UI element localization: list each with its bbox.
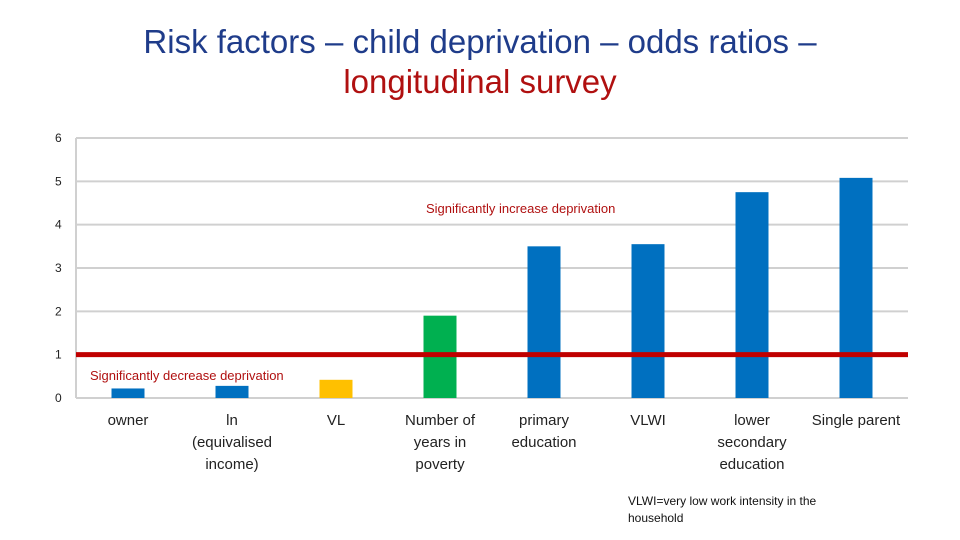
title-line-2: longitudinal survey (343, 63, 617, 100)
x-tick-label: primary education (511, 412, 577, 451)
bar (527, 246, 561, 398)
bar (319, 379, 353, 398)
annotation-decrease: Significantly decrease deprivation (90, 368, 284, 383)
y-tick-label: 6 (55, 131, 62, 145)
annotation-increase: Significantly increase deprivation (426, 201, 616, 216)
bar (215, 385, 249, 398)
y-tick-label: 4 (55, 218, 62, 232)
x-tick-label: Number of years in poverty (404, 412, 476, 473)
x-tick-label: VL (326, 412, 346, 429)
title-line-1: Risk factors – child deprivation – odds … (143, 23, 817, 60)
bar (839, 177, 873, 398)
x-tick-label: VLWI (630, 412, 666, 429)
x-tick-label: lower secondary education (717, 412, 787, 473)
y-tick-label: 1 (55, 348, 62, 362)
x-tick-label: owner (107, 412, 149, 429)
y-tick-label: 5 (55, 174, 62, 188)
bar (735, 192, 769, 398)
x-tick-label: ln (equivalised income) (191, 412, 273, 473)
chart-title: Risk factors – child deprivation – odds … (0, 22, 960, 102)
y-tick-label: 3 (55, 261, 62, 275)
bar (631, 244, 665, 398)
x-tick-label: Single parent (811, 412, 901, 429)
footnote: VLWI=very low work intensity in the hous… (628, 494, 817, 525)
y-tick-label: 2 (55, 304, 62, 318)
bar (111, 388, 145, 398)
y-tick-label: 0 (55, 391, 62, 405)
